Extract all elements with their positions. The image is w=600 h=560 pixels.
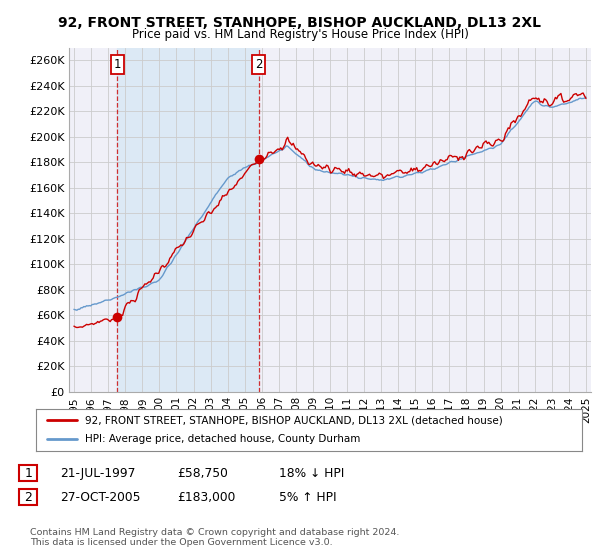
- Text: 2: 2: [24, 491, 32, 504]
- Text: £58,750: £58,750: [177, 466, 228, 480]
- Text: 21-JUL-1997: 21-JUL-1997: [60, 466, 136, 480]
- Text: 2: 2: [255, 58, 262, 71]
- Text: 92, FRONT STREET, STANHOPE, BISHOP AUCKLAND, DL13 2XL: 92, FRONT STREET, STANHOPE, BISHOP AUCKL…: [59, 16, 542, 30]
- Text: 92, FRONT STREET, STANHOPE, BISHOP AUCKLAND, DL13 2XL (detached house): 92, FRONT STREET, STANHOPE, BISHOP AUCKL…: [85, 415, 503, 425]
- Bar: [118, 48, 259, 392]
- Text: 1: 1: [24, 466, 32, 480]
- Text: £183,000: £183,000: [177, 491, 235, 504]
- Text: HPI: Average price, detached house, County Durham: HPI: Average price, detached house, Coun…: [85, 435, 361, 445]
- Text: 18% ↓ HPI: 18% ↓ HPI: [279, 466, 344, 480]
- Text: 5% ↑ HPI: 5% ↑ HPI: [279, 491, 337, 504]
- Text: 27-OCT-2005: 27-OCT-2005: [60, 491, 140, 504]
- Text: 1: 1: [113, 58, 121, 71]
- Text: Price paid vs. HM Land Registry's House Price Index (HPI): Price paid vs. HM Land Registry's House …: [131, 28, 469, 41]
- Text: Contains HM Land Registry data © Crown copyright and database right 2024.
This d: Contains HM Land Registry data © Crown c…: [30, 528, 400, 547]
